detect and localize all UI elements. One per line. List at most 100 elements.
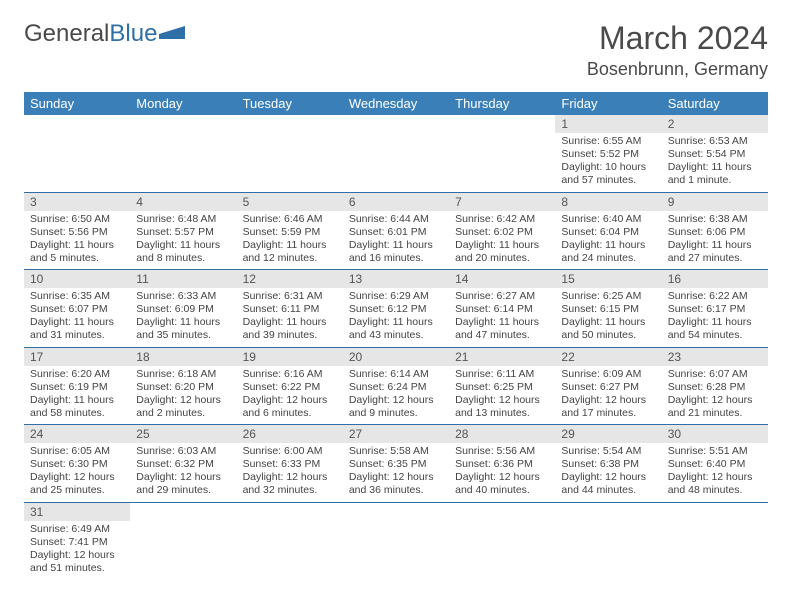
calendar-cell: 29Sunrise: 5:54 AMSunset: 6:38 PMDayligh…	[555, 425, 661, 503]
daylight-text: Daylight: 11 hours and 43 minutes.	[349, 316, 443, 342]
daylight-text: Daylight: 11 hours and 16 minutes.	[349, 239, 443, 265]
day-number: 2	[662, 115, 768, 133]
day-number: 7	[449, 193, 555, 211]
sunrise-text: Sunrise: 6:33 AM	[136, 290, 230, 303]
sunrise-text: Sunrise: 6:38 AM	[668, 213, 762, 226]
daylight-text: Daylight: 11 hours and 12 minutes.	[243, 239, 337, 265]
calendar-cell	[343, 115, 449, 192]
day-info: Sunrise: 6:50 AMSunset: 5:56 PMDaylight:…	[24, 211, 130, 270]
sunrise-text: Sunrise: 6:44 AM	[349, 213, 443, 226]
sunrise-text: Sunrise: 6:40 AM	[561, 213, 655, 226]
header: GeneralBlue March 2024 Bosenbrunn, Germa…	[24, 20, 768, 80]
day-number: 23	[662, 348, 768, 366]
sunset-text: Sunset: 5:57 PM	[136, 226, 230, 239]
day-info: Sunrise: 6:31 AMSunset: 6:11 PMDaylight:…	[237, 288, 343, 347]
calendar-cell: 22Sunrise: 6:09 AMSunset: 6:27 PMDayligh…	[555, 347, 661, 425]
day-info: Sunrise: 6:18 AMSunset: 6:20 PMDaylight:…	[130, 366, 236, 425]
location: Bosenbrunn, Germany	[587, 59, 768, 80]
daylight-text: Daylight: 11 hours and 31 minutes.	[30, 316, 124, 342]
month-title: March 2024	[587, 20, 768, 57]
daylight-text: Daylight: 12 hours and 48 minutes.	[668, 471, 762, 497]
daylight-text: Daylight: 12 hours and 51 minutes.	[30, 549, 124, 575]
sunrise-text: Sunrise: 6:25 AM	[561, 290, 655, 303]
calendar-cell: 15Sunrise: 6:25 AMSunset: 6:15 PMDayligh…	[555, 270, 661, 348]
day-info: Sunrise: 6:07 AMSunset: 6:28 PMDaylight:…	[662, 366, 768, 425]
sunrise-text: Sunrise: 6:31 AM	[243, 290, 337, 303]
sunset-text: Sunset: 5:59 PM	[243, 226, 337, 239]
calendar-cell	[237, 115, 343, 192]
sunrise-text: Sunrise: 6:09 AM	[561, 368, 655, 381]
sunrise-text: Sunrise: 6:29 AM	[349, 290, 443, 303]
calendar-cell: 9Sunrise: 6:38 AMSunset: 6:06 PMDaylight…	[662, 192, 768, 270]
day-info: Sunrise: 6:16 AMSunset: 6:22 PMDaylight:…	[237, 366, 343, 425]
day-info: Sunrise: 6:09 AMSunset: 6:27 PMDaylight:…	[555, 366, 661, 425]
sunset-text: Sunset: 5:56 PM	[30, 226, 124, 239]
daylight-text: Daylight: 11 hours and 58 minutes.	[30, 394, 124, 420]
calendar-body: 1Sunrise: 6:55 AMSunset: 5:52 PMDaylight…	[24, 115, 768, 579]
day-number: 4	[130, 193, 236, 211]
day-info: Sunrise: 6:49 AMSunset: 7:41 PMDaylight:…	[24, 521, 130, 580]
sunset-text: Sunset: 6:40 PM	[668, 458, 762, 471]
sunrise-text: Sunrise: 6:16 AM	[243, 368, 337, 381]
day-number: 14	[449, 270, 555, 288]
daylight-text: Daylight: 12 hours and 9 minutes.	[349, 394, 443, 420]
daylight-text: Daylight: 11 hours and 5 minutes.	[30, 239, 124, 265]
sunrise-text: Sunrise: 6:03 AM	[136, 445, 230, 458]
sunrise-text: Sunrise: 6:49 AM	[30, 523, 124, 536]
logo-text-2: Blue	[109, 20, 157, 48]
day-info: Sunrise: 6:14 AMSunset: 6:24 PMDaylight:…	[343, 366, 449, 425]
calendar-cell: 23Sunrise: 6:07 AMSunset: 6:28 PMDayligh…	[662, 347, 768, 425]
calendar-cell: 2Sunrise: 6:53 AMSunset: 5:54 PMDaylight…	[662, 115, 768, 192]
calendar-cell: 5Sunrise: 6:46 AMSunset: 5:59 PMDaylight…	[237, 192, 343, 270]
sunset-text: Sunset: 6:09 PM	[136, 303, 230, 316]
calendar-cell	[449, 115, 555, 192]
sunset-text: Sunset: 6:17 PM	[668, 303, 762, 316]
day-number: 24	[24, 425, 130, 443]
day-number: 22	[555, 348, 661, 366]
daylight-text: Daylight: 11 hours and 20 minutes.	[455, 239, 549, 265]
day-info: Sunrise: 6:40 AMSunset: 6:04 PMDaylight:…	[555, 211, 661, 270]
day-info: Sunrise: 6:22 AMSunset: 6:17 PMDaylight:…	[662, 288, 768, 347]
day-info: Sunrise: 6:11 AMSunset: 6:25 PMDaylight:…	[449, 366, 555, 425]
day-info: Sunrise: 5:54 AMSunset: 6:38 PMDaylight:…	[555, 443, 661, 502]
logo: GeneralBlue	[24, 20, 185, 48]
sunrise-text: Sunrise: 6:14 AM	[349, 368, 443, 381]
calendar-cell	[555, 502, 661, 579]
day-number: 29	[555, 425, 661, 443]
day-header: Wednesday	[343, 92, 449, 115]
sunset-text: Sunset: 6:28 PM	[668, 381, 762, 394]
day-header-row: SundayMondayTuesdayWednesdayThursdayFrid…	[24, 92, 768, 115]
day-number: 20	[343, 348, 449, 366]
day-number: 17	[24, 348, 130, 366]
calendar-cell: 3Sunrise: 6:50 AMSunset: 5:56 PMDaylight…	[24, 192, 130, 270]
day-info: Sunrise: 6:33 AMSunset: 6:09 PMDaylight:…	[130, 288, 236, 347]
day-info: Sunrise: 6:03 AMSunset: 6:32 PMDaylight:…	[130, 443, 236, 502]
day-number: 8	[555, 193, 661, 211]
day-info: Sunrise: 6:35 AMSunset: 6:07 PMDaylight:…	[24, 288, 130, 347]
day-number: 13	[343, 270, 449, 288]
calendar-cell	[24, 115, 130, 192]
sunrise-text: Sunrise: 6:48 AM	[136, 213, 230, 226]
sunset-text: Sunset: 6:25 PM	[455, 381, 549, 394]
calendar-cell: 16Sunrise: 6:22 AMSunset: 6:17 PMDayligh…	[662, 270, 768, 348]
calendar-cell: 21Sunrise: 6:11 AMSunset: 6:25 PMDayligh…	[449, 347, 555, 425]
day-info: Sunrise: 5:58 AMSunset: 6:35 PMDaylight:…	[343, 443, 449, 502]
calendar-cell	[662, 502, 768, 579]
daylight-text: Daylight: 12 hours and 40 minutes.	[455, 471, 549, 497]
sunset-text: Sunset: 6:36 PM	[455, 458, 549, 471]
day-number: 11	[130, 270, 236, 288]
sunset-text: Sunset: 6:07 PM	[30, 303, 124, 316]
day-number: 26	[237, 425, 343, 443]
calendar-cell: 25Sunrise: 6:03 AMSunset: 6:32 PMDayligh…	[130, 425, 236, 503]
calendar-cell: 27Sunrise: 5:58 AMSunset: 6:35 PMDayligh…	[343, 425, 449, 503]
daylight-text: Daylight: 12 hours and 21 minutes.	[668, 394, 762, 420]
day-number: 21	[449, 348, 555, 366]
daylight-text: Daylight: 12 hours and 32 minutes.	[243, 471, 337, 497]
sunrise-text: Sunrise: 5:58 AM	[349, 445, 443, 458]
calendar-cell: 1Sunrise: 6:55 AMSunset: 5:52 PMDaylight…	[555, 115, 661, 192]
calendar-cell: 31Sunrise: 6:49 AMSunset: 7:41 PMDayligh…	[24, 502, 130, 579]
daylight-text: Daylight: 11 hours and 1 minute.	[668, 161, 762, 187]
calendar-cell: 20Sunrise: 6:14 AMSunset: 6:24 PMDayligh…	[343, 347, 449, 425]
sunset-text: Sunset: 7:41 PM	[30, 536, 124, 549]
calendar-cell	[130, 115, 236, 192]
